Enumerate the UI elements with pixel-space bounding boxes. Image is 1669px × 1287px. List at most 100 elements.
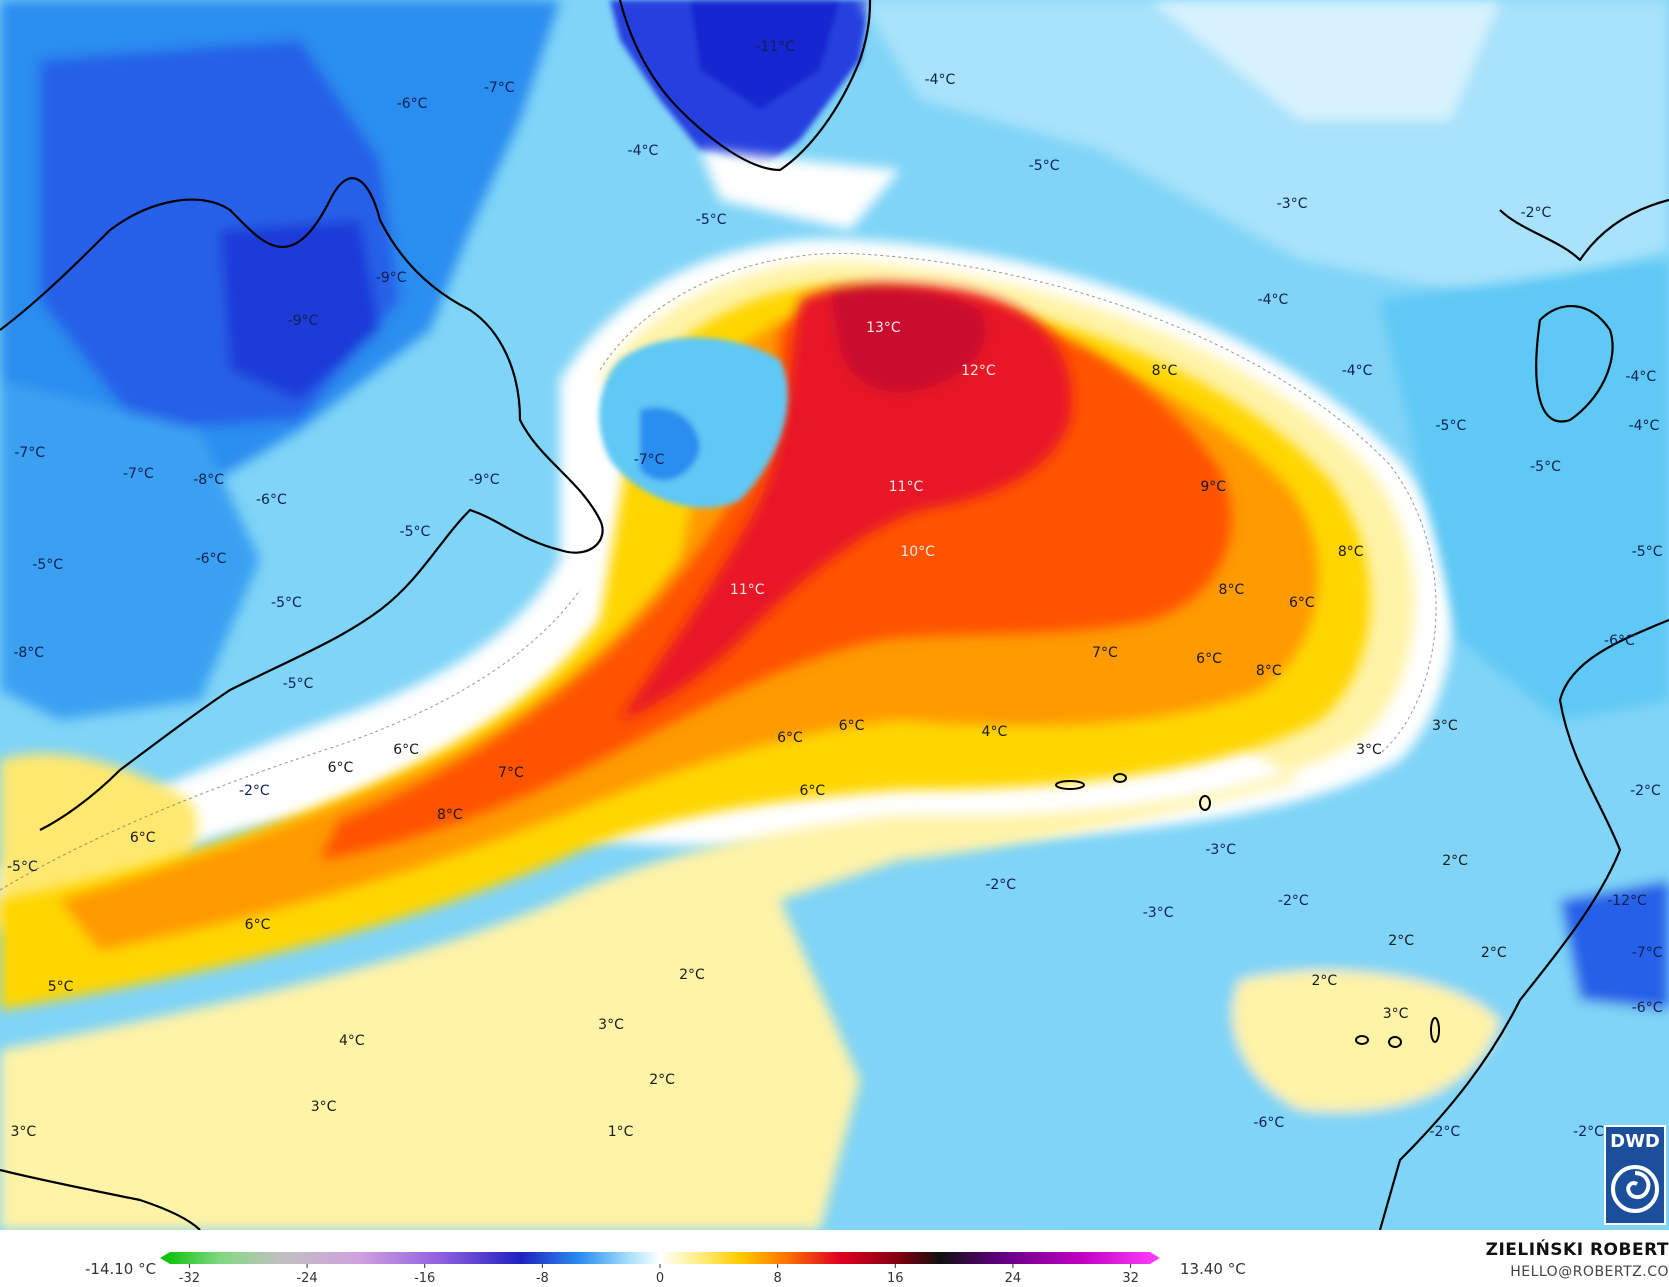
temperature-label: 6°C <box>129 829 156 846</box>
temperature-label: -8°C <box>13 645 45 661</box>
temperature-label: 8°C <box>1151 362 1178 379</box>
dwd-logo: DWD <box>1604 1125 1666 1225</box>
temperature-label: -4°C <box>1628 417 1660 434</box>
temperature-label: -2°C <box>238 783 270 799</box>
temperature-label: 6°C <box>327 760 354 776</box>
temperature-label: 11°C <box>729 582 765 599</box>
legend-min-label: -14.10 °C <box>85 1260 157 1278</box>
temperature-label: -6°C <box>1604 632 1635 649</box>
temperature-label: 6°C <box>1196 651 1222 668</box>
temperature-label: -5°C <box>1631 544 1663 561</box>
temperature-label: -5°C <box>6 859 38 876</box>
temperature-label: 11°C <box>888 478 924 495</box>
temperature-label: -4°C <box>627 142 659 159</box>
temperature-label: 2°C <box>1311 973 1338 990</box>
temperature-label: -4°C <box>924 71 956 88</box>
temperature-label: 2°C <box>1388 932 1414 949</box>
contour-lines <box>0 252 1437 891</box>
temperature-label: -7°C <box>14 445 46 461</box>
warm-red-core <box>620 283 1072 720</box>
temperature-label: -2°C <box>985 876 1017 893</box>
temperature-label: -6°C <box>256 491 287 508</box>
temperature-label: 1°C <box>607 1123 634 1140</box>
swirl-icon <box>1611 1165 1659 1213</box>
temperature-label: -5°C <box>399 523 431 540</box>
temperature-label: -9°C <box>468 471 500 488</box>
temperature-label: 3°C <box>10 1123 37 1140</box>
temperature-label: -2°C <box>1429 1123 1461 1140</box>
temperature-label: -9°C <box>287 313 319 330</box>
temperature-label: 3°C <box>1432 717 1458 734</box>
color-scale-tick-label: 0 <box>656 1271 664 1286</box>
temperature-label: -5°C <box>282 676 314 692</box>
temperature-label: -11°C <box>755 39 796 56</box>
color-scale-tick-label: -24 <box>296 1271 317 1286</box>
temperature-label: -4°C <box>1257 291 1289 308</box>
temperature-label: -2°C <box>1520 204 1552 221</box>
temperature-label: 6°C <box>393 742 419 759</box>
temperature-label: 2°C <box>1480 945 1507 961</box>
temperature-label: -6°C <box>396 96 428 113</box>
temperature-label: 9°C <box>1200 478 1227 495</box>
cold-region-north-america <box>0 0 560 720</box>
temperature-label: 6°C <box>244 916 271 933</box>
temperature-label: -12°C <box>1607 892 1647 909</box>
temperature-label: 7°C <box>498 765 524 782</box>
color-scale-ticks: -32 -24 -16 -8 0 8 16 24 32 <box>179 1264 1139 1286</box>
temperature-label: 8°C <box>1218 582 1245 599</box>
temperature-label: 2°C <box>649 1071 675 1088</box>
temperature-label: 6°C <box>799 783 826 799</box>
temperature-label: -7°C <box>483 80 515 97</box>
temperature-label: -5°C <box>1028 158 1060 175</box>
islands <box>1055 773 1440 1048</box>
temperature-label: -9°C <box>375 270 407 287</box>
temperature-label: -5°C <box>271 594 302 611</box>
temperature-label: 6°C <box>777 730 803 746</box>
temperature-label: 4°C <box>338 1032 365 1049</box>
temperature-anomaly-map: -11°C -4°C -6°C -7°C -4°C -5°C -3°C -2°C -5°C -9°… <box>0 0 1669 1230</box>
legend-footer: -14.10 °C <box>0 1230 1669 1287</box>
legend-max-label: 13.40 °C <box>1180 1260 1246 1278</box>
temperature-label: -4°C <box>1341 362 1373 379</box>
temperature-label: -8°C <box>193 471 224 488</box>
temperature-label: -2°C <box>1573 1123 1604 1140</box>
map-canvas <box>0 0 1669 1230</box>
temperature-label: 4°C <box>981 723 1008 740</box>
temperature-label: -5°C <box>32 556 64 573</box>
color-scale-tick-label: -32 <box>179 1271 200 1286</box>
temperature-label: -7°C <box>122 466 154 483</box>
temperature-label: -2°C <box>1277 892 1309 909</box>
light-blue-north <box>700 0 1669 300</box>
author-credit-name: ZIELIŃSKI ROBERT <box>1485 1240 1669 1260</box>
temperature-label: -7°C <box>633 452 665 469</box>
cold-intrusion-newfoundland <box>599 337 788 508</box>
temperature-label: 3°C <box>1382 1006 1409 1022</box>
color-scale-tick-label: 32 <box>1122 1271 1139 1286</box>
color-scale-gradient <box>160 1252 1160 1264</box>
light-blue-east <box>1029 260 1669 1230</box>
author-credit-email: HELLO@ROBERTZ.CO <box>1510 1264 1669 1280</box>
color-scale-tick-label: 8 <box>774 1271 782 1286</box>
cold-region-greenland <box>610 0 870 170</box>
temperature-label: -3°C <box>1276 196 1308 213</box>
temperature-label: -7°C <box>1631 945 1663 961</box>
temperature-label: -5°C <box>695 211 727 228</box>
temperature-label: 3°C <box>1356 742 1382 759</box>
temperature-label: -3°C <box>1205 842 1237 859</box>
color-scale-tick-label: -16 <box>414 1271 435 1286</box>
temperature-label: 5°C <box>47 978 74 995</box>
temperature-label: 6°C <box>1288 594 1315 611</box>
temperature-label: -4°C <box>1625 368 1657 385</box>
temperature-label: 3°C <box>310 1099 337 1115</box>
temperature-label: 8°C <box>1337 544 1364 561</box>
dwd-logo-text: DWD <box>1610 1131 1660 1152</box>
temperature-label: -6°C <box>1253 1114 1285 1131</box>
temperature-label: 6°C <box>838 717 865 734</box>
color-scale-bar: -32 -24 -16 -8 0 8 16 24 32 <box>160 1252 1160 1286</box>
color-scale-tick-label: -8 <box>536 1271 549 1286</box>
temperature-label: 3°C <box>598 1016 624 1033</box>
temperature-label: 2°C <box>1442 853 1468 869</box>
temperature-label: -3°C <box>1142 905 1174 922</box>
temperature-label: 7°C <box>1092 645 1118 661</box>
temperature-label: -2°C <box>1630 783 1661 799</box>
